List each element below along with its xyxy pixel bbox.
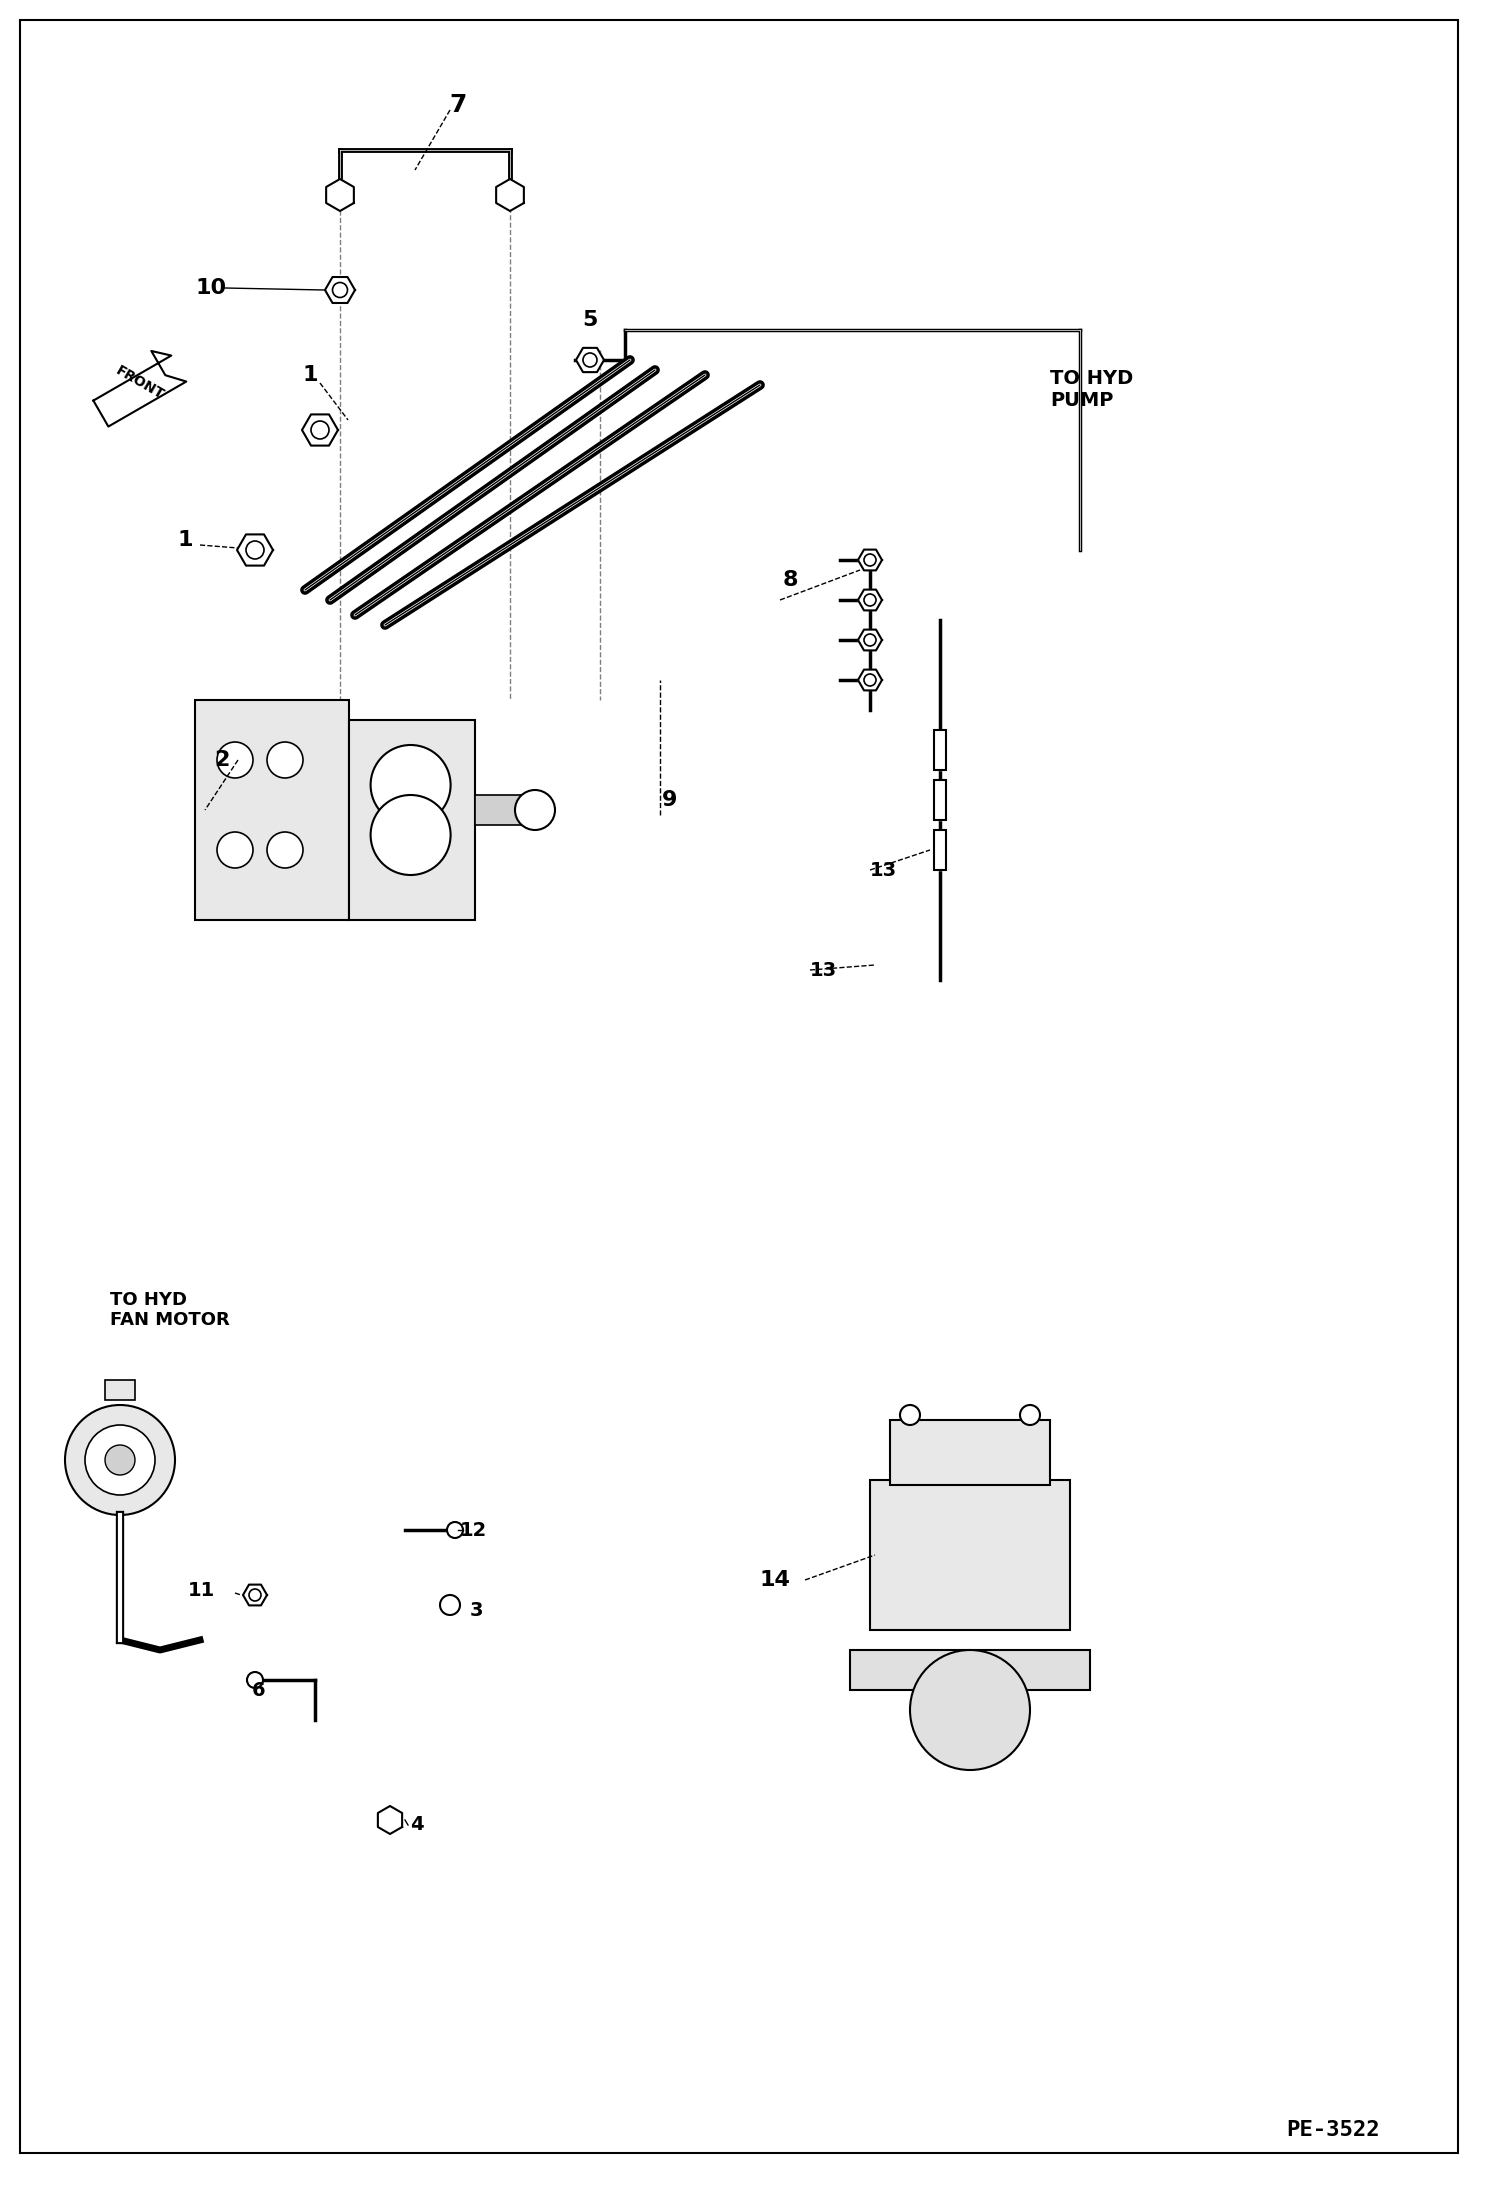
Text: 12: 12 — [460, 1520, 487, 1539]
Circle shape — [900, 1406, 920, 1425]
Circle shape — [246, 542, 264, 559]
Bar — [105, 1379, 135, 1399]
Text: 13: 13 — [870, 860, 897, 879]
Polygon shape — [325, 276, 355, 303]
Text: TO HYD
FAN MOTOR: TO HYD FAN MOTOR — [109, 1292, 229, 1329]
Bar — [890, 1421, 1050, 1485]
Bar — [933, 730, 947, 770]
Polygon shape — [243, 1586, 267, 1605]
Circle shape — [446, 1522, 463, 1537]
Circle shape — [583, 353, 598, 366]
Bar — [933, 829, 947, 871]
Polygon shape — [93, 351, 186, 428]
Text: 1: 1 — [303, 364, 318, 386]
Text: 6: 6 — [252, 1680, 265, 1700]
Text: TO HYD
PUMP: TO HYD PUMP — [1050, 368, 1134, 410]
Text: 8: 8 — [782, 570, 798, 590]
Circle shape — [864, 594, 876, 605]
Bar — [933, 781, 947, 820]
Circle shape — [370, 796, 451, 875]
Text: 10: 10 — [195, 279, 226, 298]
Text: 5: 5 — [583, 309, 598, 329]
Circle shape — [267, 741, 303, 779]
Circle shape — [440, 1594, 460, 1614]
Text: 13: 13 — [810, 961, 837, 980]
Text: 7: 7 — [449, 92, 467, 116]
Circle shape — [909, 1649, 1031, 1770]
Circle shape — [267, 831, 303, 868]
Circle shape — [515, 789, 554, 829]
Bar — [933, 730, 947, 770]
Circle shape — [85, 1425, 154, 1496]
Circle shape — [312, 421, 330, 439]
Circle shape — [64, 1406, 175, 1515]
Polygon shape — [858, 629, 882, 651]
Polygon shape — [377, 1807, 401, 1833]
Circle shape — [864, 634, 876, 647]
Circle shape — [217, 741, 253, 779]
Text: FRONT: FRONT — [114, 364, 166, 401]
Circle shape — [864, 673, 876, 686]
Circle shape — [333, 283, 348, 298]
Text: 14: 14 — [759, 1570, 789, 1590]
Circle shape — [247, 1671, 264, 1689]
Polygon shape — [303, 414, 339, 445]
Circle shape — [370, 746, 451, 825]
Circle shape — [1020, 1406, 1040, 1425]
Bar — [475, 796, 535, 825]
Circle shape — [249, 1590, 261, 1601]
Bar — [870, 1480, 1070, 1629]
Text: 9: 9 — [662, 789, 677, 809]
Polygon shape — [577, 349, 604, 373]
Polygon shape — [496, 180, 524, 211]
Circle shape — [864, 555, 876, 566]
Text: 4: 4 — [410, 1816, 424, 1836]
Bar — [933, 781, 947, 820]
Bar — [849, 1649, 1091, 1691]
Text: 11: 11 — [187, 1581, 216, 1599]
Bar — [195, 700, 349, 921]
Text: 3: 3 — [470, 1601, 484, 1618]
Polygon shape — [858, 550, 882, 570]
Bar — [933, 829, 947, 871]
Text: 1: 1 — [177, 531, 193, 550]
Polygon shape — [327, 180, 354, 211]
Text: 2: 2 — [214, 750, 231, 770]
Text: PE-3522: PE-3522 — [1287, 2121, 1380, 2140]
Polygon shape — [858, 590, 882, 610]
Polygon shape — [858, 669, 882, 691]
Circle shape — [105, 1445, 135, 1476]
Circle shape — [217, 831, 253, 868]
Polygon shape — [237, 535, 273, 566]
Bar — [349, 719, 475, 921]
